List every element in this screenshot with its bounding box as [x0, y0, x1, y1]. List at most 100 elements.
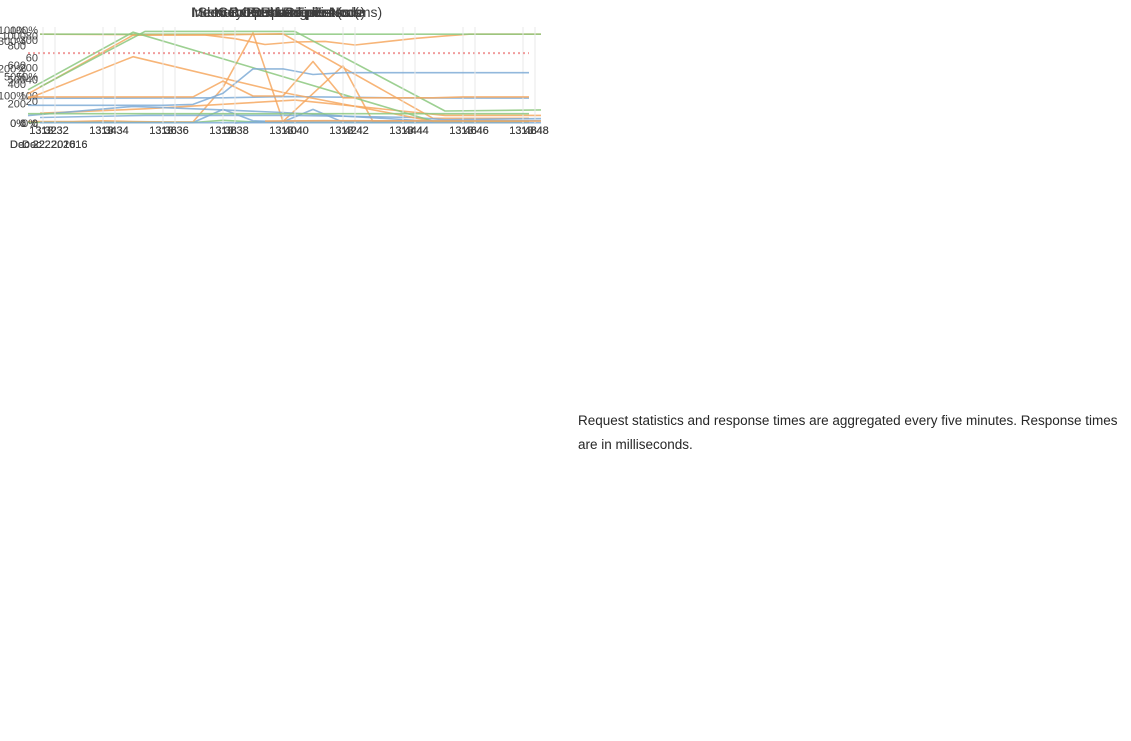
x-tick-label: 13:42 — [341, 125, 369, 137]
x-tick-label: 13:32 — [41, 125, 69, 137]
y-tick-label: 80 — [26, 31, 38, 43]
x-tick-label: 13:38 — [209, 125, 237, 137]
y-tick-label: 100% — [0, 91, 26, 103]
x-tick-label: 13:42 — [329, 125, 357, 137]
x-tick-label: 13:36 — [149, 125, 177, 137]
y-tick-label: 50% — [16, 71, 38, 83]
x-tick-label: 13:38 — [221, 125, 249, 137]
chart-title: Search Response Times (ms) — [198, 4, 382, 20]
chart-title: CPU Credits — [251, 4, 329, 20]
x-tick-label: 13:42 — [329, 125, 357, 137]
x-tick-label: 13:32 — [41, 125, 69, 137]
x-tick-label: 13:42 — [329, 125, 357, 137]
x-tick-label: 13:38 — [209, 125, 237, 137]
x-tick-label: 13:40 — [281, 125, 309, 137]
y-tick-label: 0% — [22, 118, 38, 130]
y-tick-label: 0 — [20, 118, 26, 130]
date-label: Dec 22. 2016 — [10, 139, 75, 151]
y-tick-label: 300 — [20, 35, 38, 47]
y-tick-label: 0% — [10, 118, 26, 130]
x-tick-label: 13:38 — [221, 125, 249, 137]
x-tick-label: 13:48 — [521, 125, 549, 137]
x-tick-label: 13:34 — [89, 125, 117, 137]
x-tick-label: 13:34 — [101, 125, 129, 137]
y-tick-label: 60 — [26, 53, 38, 65]
y-tick-label: 400 — [8, 79, 26, 91]
chart-title: GC overhead per Node — [218, 4, 363, 20]
series-line-orange — [39, 33, 541, 46]
y-tick-label: 200% — [0, 63, 26, 75]
x-tick-label: 13:40 — [269, 125, 297, 137]
x-tick-label: 13:36 — [161, 125, 189, 137]
x-tick-label: 13:44 — [401, 125, 429, 137]
x-tick-label: 13:32 — [29, 125, 57, 137]
x-tick-label: 13:38 — [209, 125, 237, 137]
chart-title: Number of Requests — [214, 4, 342, 20]
y-tick-label: 800 — [8, 40, 26, 52]
x-tick-label: 13:32 — [29, 125, 57, 137]
chart-memory-pressure-per-node[interactable]: 0%50%100%13:32 13:34 13:36 13:38 13:40 13:42 1… — [0, 0, 565, 160]
x-tick-label: 13:42 — [341, 125, 369, 137]
x-tick-label: 13:40 — [269, 125, 297, 137]
x-tick-label: 13:46 — [449, 125, 477, 137]
y-tick-label: 0 — [32, 118, 38, 130]
x-tick-label: 13:36 — [149, 125, 177, 137]
x-tick-label: 13:44 — [389, 125, 417, 137]
date-label: Dec 22. 2016 — [22, 139, 87, 151]
x-tick-label: 13:44 — [401, 125, 429, 137]
x-tick-label: 13:48 — [509, 125, 537, 137]
x-tick-label: 13:40 — [281, 125, 309, 137]
y-tick-label: 100% — [0, 25, 26, 37]
series-line-orange — [28, 60, 529, 99]
x-tick-label: 13:36 — [149, 125, 177, 137]
x-tick-label: 13:34 — [89, 125, 117, 137]
y-tick-label: 0 — [20, 118, 26, 130]
y-tick-label: 40 — [26, 74, 38, 86]
x-tick-label: 13:36 — [161, 125, 189, 137]
y-tick-label: 600 — [8, 60, 26, 72]
y-tick-label: 100% — [10, 25, 38, 37]
series-line-blue — [28, 68, 529, 107]
x-tick-label: 13:34 — [101, 125, 129, 137]
date-label: Dec 22. 2016 — [22, 139, 87, 151]
y-tick-label: 0% — [10, 118, 26, 130]
x-tick-label: 13:40 — [269, 125, 297, 137]
date-label: Dec 22. 2016 — [10, 139, 75, 151]
x-tick-label: 13:46 — [449, 125, 477, 137]
y-tick-label: 0 — [32, 118, 38, 130]
date-label: Dec 22. 2016 — [10, 139, 75, 151]
aggregation-note-text: Request statistics and response times ar… — [578, 413, 1118, 452]
x-tick-label: 13:36 — [161, 125, 189, 137]
aggregation-note: Request statistics and response times ar… — [578, 409, 1129, 457]
x-tick-label: 13:32 — [29, 125, 57, 137]
y-tick-label: 500 — [8, 74, 26, 86]
x-tick-label: 13:32 — [41, 125, 69, 137]
y-tick-label: 1000 — [2, 31, 26, 43]
x-tick-label: 13:42 — [341, 125, 369, 137]
x-tick-label: 13:46 — [461, 125, 489, 137]
x-tick-label: 13:48 — [521, 125, 549, 137]
chart-gc-overhead-per-node[interactable]: 0%50%100%13:32 13:34 13:36 13:38 13:40 13:42 1… — [0, 0, 566, 160]
date-label: Dec 22. 2016 — [10, 139, 75, 151]
x-tick-label: 13:38 — [221, 125, 249, 137]
x-tick-label: 13:46 — [449, 125, 477, 137]
x-tick-label: 13:44 — [389, 125, 417, 137]
x-tick-label: 13:40 — [281, 125, 309, 137]
x-tick-label: 13:46 — [449, 125, 477, 137]
x-tick-label: 13:34 — [89, 125, 117, 137]
x-tick-label: 13:42 — [329, 125, 357, 137]
date-label: Dec 22. 2016 — [22, 139, 87, 151]
x-tick-label: 13:44 — [401, 125, 429, 137]
y-tick-label: 200 — [8, 99, 26, 111]
x-tick-label: 13:48 — [509, 125, 537, 137]
x-tick-label: 13:48 — [509, 125, 537, 137]
x-tick-label: 13:48 — [509, 125, 537, 137]
x-tick-label: 13:46 — [461, 125, 489, 137]
chart-title: Index Response Times (ms) — [191, 4, 365, 20]
y-tick-label: 300% — [0, 36, 26, 48]
x-tick-label: 13:48 — [521, 125, 549, 137]
x-tick-label: 13:44 — [389, 125, 417, 137]
x-tick-label: 13:38 — [209, 125, 237, 137]
x-tick-label: 13:36 — [149, 125, 177, 137]
